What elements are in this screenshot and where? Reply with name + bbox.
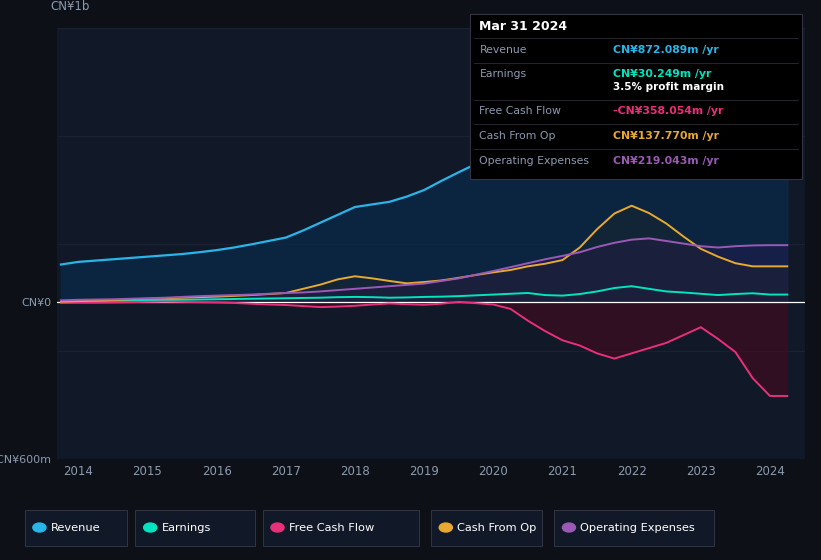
Text: Operating Expenses: Operating Expenses (479, 156, 589, 166)
Text: Free Cash Flow: Free Cash Flow (289, 522, 374, 533)
Text: Free Cash Flow: Free Cash Flow (479, 106, 562, 116)
Text: -CN¥358.054m /yr: -CN¥358.054m /yr (613, 106, 723, 116)
Text: CN¥137.770m /yr: CN¥137.770m /yr (613, 131, 719, 141)
Text: Revenue: Revenue (479, 45, 527, 55)
Text: Mar 31 2024: Mar 31 2024 (479, 20, 567, 33)
Text: CN¥872.089m /yr: CN¥872.089m /yr (613, 45, 719, 55)
Text: 3.5% profit margin: 3.5% profit margin (613, 82, 724, 92)
Text: CN¥30.249m /yr: CN¥30.249m /yr (613, 69, 712, 80)
Text: Operating Expenses: Operating Expenses (580, 522, 695, 533)
Text: CN¥1b: CN¥1b (50, 0, 89, 13)
Text: Revenue: Revenue (51, 522, 100, 533)
Text: CN¥219.043m /yr: CN¥219.043m /yr (613, 156, 719, 166)
Text: Earnings: Earnings (162, 522, 211, 533)
Text: Earnings: Earnings (479, 69, 526, 80)
Text: Cash From Op: Cash From Op (457, 522, 537, 533)
Text: Cash From Op: Cash From Op (479, 131, 556, 141)
